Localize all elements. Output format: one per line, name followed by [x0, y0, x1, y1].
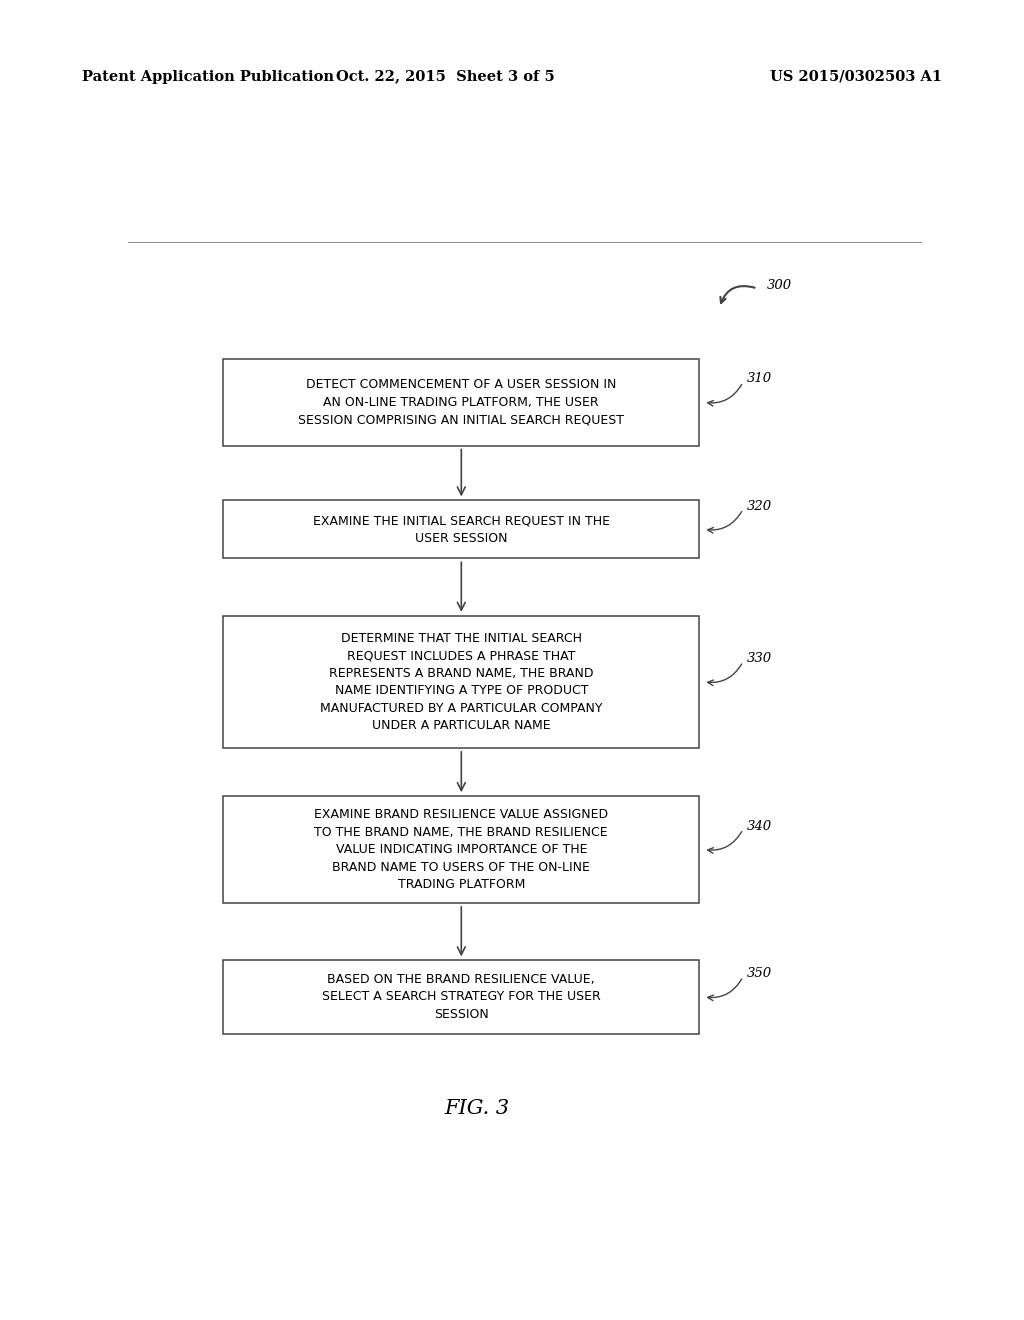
Text: US 2015/0302503 A1: US 2015/0302503 A1 [770, 70, 942, 83]
Text: EXAMINE BRAND RESILIENCE VALUE ASSIGNED
TO THE BRAND NAME, THE BRAND RESILIENCE
: EXAMINE BRAND RESILIENCE VALUE ASSIGNED … [314, 808, 608, 891]
Bar [223, 500, 699, 558]
Text: FIG. 3: FIG. 3 [444, 1100, 510, 1118]
Text: DETECT COMMENCEMENT OF A USER SESSION IN
AN ON-LINE TRADING PLATFORM, THE USER
S: DETECT COMMENCEMENT OF A USER SESSION IN… [298, 379, 625, 426]
Text: Oct. 22, 2015  Sheet 3 of 5: Oct. 22, 2015 Sheet 3 of 5 [336, 70, 555, 83]
Text: 350: 350 [748, 968, 772, 979]
Text: DETERMINE THAT THE INITIAL SEARCH
REQUEST INCLUDES A PHRASE THAT
REPRESENTS A BR: DETERMINE THAT THE INITIAL SEARCH REQUES… [321, 631, 602, 733]
Text: 300: 300 [767, 279, 792, 292]
Bar [223, 961, 699, 1034]
Text: EXAMINE THE INITIAL SEARCH REQUEST IN THE
USER SESSION: EXAMINE THE INITIAL SEARCH REQUEST IN TH… [312, 513, 610, 545]
Bar [223, 796, 699, 903]
Text: 310: 310 [748, 372, 772, 385]
Text: Patent Application Publication: Patent Application Publication [82, 70, 334, 83]
Text: BASED ON THE BRAND RESILIENCE VALUE,
SELECT A SEARCH STRATEGY FOR THE USER
SESSI: BASED ON THE BRAND RESILIENCE VALUE, SEL… [322, 973, 601, 1020]
Text: 340: 340 [748, 820, 772, 833]
Text: 330: 330 [748, 652, 772, 665]
Text: 320: 320 [748, 499, 772, 512]
Bar [223, 615, 699, 748]
Bar [223, 359, 699, 446]
